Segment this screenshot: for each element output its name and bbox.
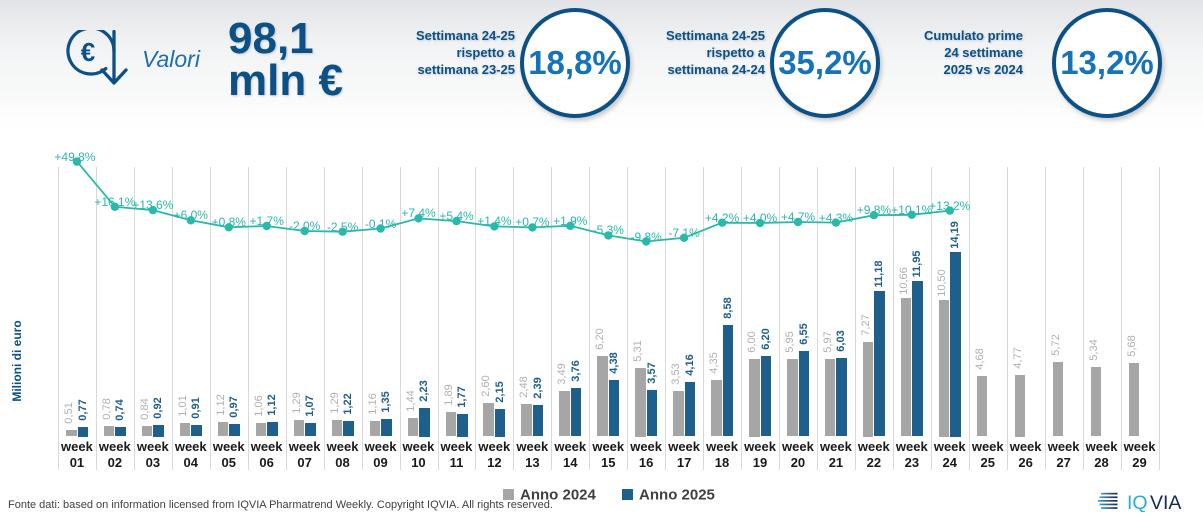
svg-text:IQ: IQ bbox=[1127, 492, 1148, 512]
svg-text:VIA: VIA bbox=[1150, 492, 1181, 512]
svg-text:€: € bbox=[81, 37, 95, 67]
